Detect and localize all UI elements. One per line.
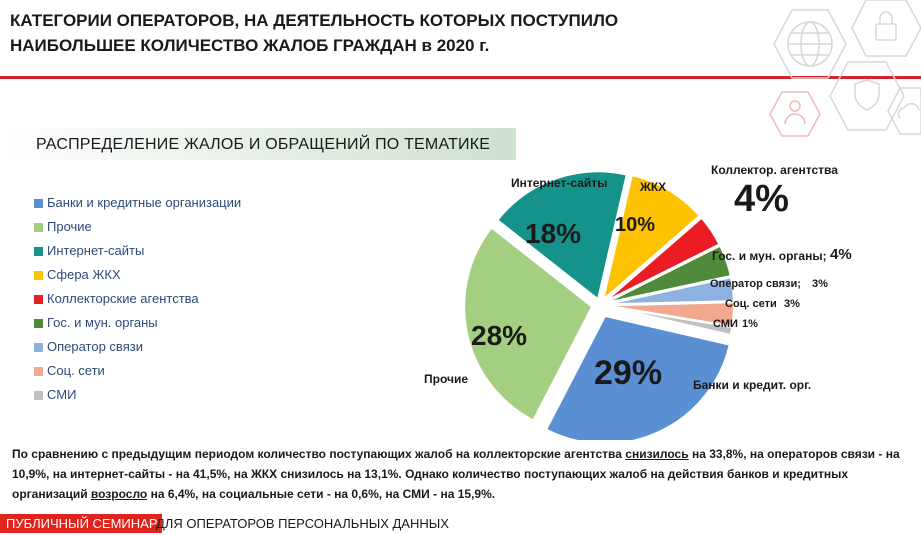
footer: ПУБЛИЧНЫЙ СЕМИНАР ДЛЯ ОПЕРАТОРОВ ПЕРСОНА… xyxy=(0,513,921,535)
note-text: на 33,8%, на операторов связи - на 10,9%… xyxy=(12,447,900,501)
decor-icons xyxy=(769,0,921,137)
legend-swatch xyxy=(34,295,43,304)
legend-label: Интернет-сайты xyxy=(47,243,145,258)
comparison-note: По сравнению с предыдущим периодом колич… xyxy=(12,444,912,504)
legend-swatch xyxy=(34,319,43,328)
legend-label: Гос. и мун. органы xyxy=(47,315,158,330)
pie-value-label: 4% xyxy=(830,246,852,263)
pie-slice xyxy=(463,226,594,422)
pie-value-label: 29% xyxy=(594,354,663,392)
page-title: КАТЕГОРИИ ОПЕРАТОРОВ, НА ДЕЯТЕЛЬНОСТЬ КО… xyxy=(10,8,710,58)
pie-slice xyxy=(605,276,735,306)
pie-category-label: Интернет-сайты xyxy=(511,176,608,190)
pie-category-label: Гос. и мун. органы; xyxy=(712,249,827,263)
cloud-icon xyxy=(887,87,921,135)
pie-slice xyxy=(604,216,721,303)
note-text: По сравнению с предыдущим периодом колич… xyxy=(12,447,626,461)
pie-slice xyxy=(496,170,629,302)
note-emphasis: возросло xyxy=(90,487,148,501)
footer-text: ДЛЯ ОПЕРАТОРОВ ПЕРСОНАЛЬНЫХ ДАННЫХ xyxy=(156,516,449,531)
pie-slice xyxy=(601,173,702,303)
pie-value-label: 3% xyxy=(812,278,828,290)
note-emphasis: снизилось xyxy=(625,447,689,461)
legend-swatch xyxy=(34,223,43,232)
legend-swatch xyxy=(34,343,43,352)
title-line-1: КАТЕГОРИИ ОПЕРАТОРОВ, НА ДЕЯТЕЛЬНОСТЬ КО… xyxy=(10,11,619,30)
legend-label: Банки и кредитные организации xyxy=(47,195,242,210)
pie-value-label: 4% xyxy=(734,178,789,220)
pie-value-label: 1% xyxy=(742,318,758,330)
pie-category-label: Коллектор. агентства xyxy=(711,163,838,177)
pie-value-label: 10% xyxy=(615,214,656,236)
pie-category-label: СМИ xyxy=(713,318,738,330)
legend-swatch xyxy=(34,271,43,280)
chart-title: РАСПРЕДЕЛЕНИЕ ЖАЛОБ И ОБРАЩЕНИЙ ПО ТЕМАТ… xyxy=(36,136,491,153)
legend-swatch xyxy=(34,391,43,400)
title-divider xyxy=(0,76,921,79)
title-line-2: НАИБОЛЬШЕЕ КОЛИЧЕСТВО ЖАЛОБ ГРАЖДАН в 20… xyxy=(10,36,490,55)
note-text: на 6,4%, на социальные сети - на 0,6%, н… xyxy=(147,487,496,501)
pie-category-label: Банки и кредит. орг. xyxy=(693,378,812,392)
pie-category-label: Соц. сети xyxy=(725,298,777,310)
pie-slice xyxy=(544,314,731,440)
legend-swatch xyxy=(34,199,43,208)
legend-label: СМИ xyxy=(47,387,77,402)
legend-label: Соц. сети xyxy=(47,363,105,378)
pie-category-label: Оператор связи; xyxy=(710,278,801,290)
legend-label: Прочие xyxy=(47,219,92,234)
pie-value-label: 3% xyxy=(784,298,800,310)
pie-value-label: 28% xyxy=(471,320,528,351)
pie-slice xyxy=(605,305,734,337)
legend-swatch xyxy=(34,367,43,376)
chart-title-bar xyxy=(0,128,516,160)
legend-label: Оператор связи xyxy=(47,339,143,354)
pie-chart xyxy=(463,170,735,440)
footer-highlight: ПУБЛИЧНЫЙ СЕМИНАР xyxy=(0,514,162,533)
globe-icon xyxy=(773,9,847,79)
legend-swatch xyxy=(34,247,43,256)
user-icon xyxy=(769,91,821,137)
pie-slice xyxy=(605,244,732,304)
lock-icon xyxy=(851,0,921,57)
pie-value-label: 18% xyxy=(525,218,582,249)
legend-label: Коллекторские агентства xyxy=(47,291,199,306)
pie-category-label: Прочие xyxy=(424,372,469,386)
shield-icon xyxy=(829,61,905,131)
legend-label: Сфера ЖКХ xyxy=(47,267,121,282)
pie-category-label: ЖКХ xyxy=(640,180,667,194)
